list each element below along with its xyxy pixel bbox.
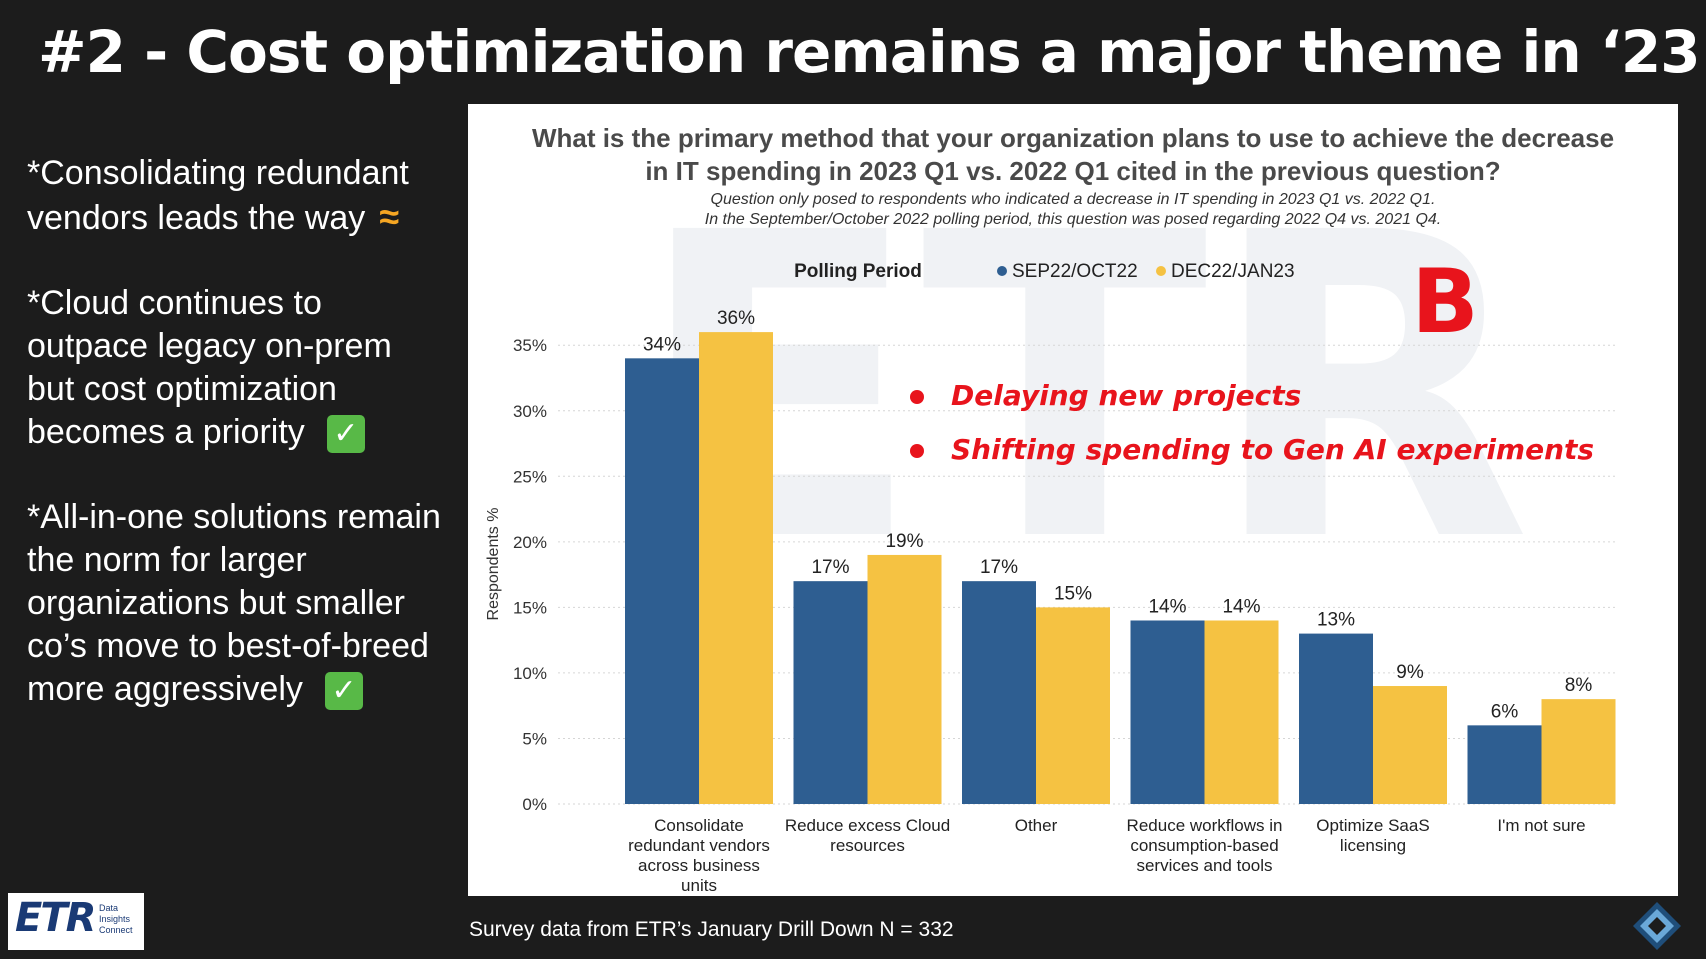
data-label: 15% [1054,583,1092,604]
y-tick-label: 20% [513,533,547,552]
diamond-logo-icon [1633,902,1681,950]
y-tick-label: 30% [513,402,547,421]
bullet-item: *All-in-one solutions remain the norm fo… [27,496,467,711]
data-label: 14% [1222,596,1260,617]
bar [793,581,868,804]
data-label: 6% [1491,701,1519,722]
bullet-list: *Consolidating redundant vendors leads t… [27,152,467,753]
approx-icon: ≈ [379,196,400,237]
category-label: consumption-based [1130,836,1278,855]
category-label: services and tools [1136,856,1272,875]
category-label: licensing [1340,836,1406,855]
bar [1299,633,1373,804]
etr-logo: ETR Data Insights Connect [8,893,144,950]
bullet-text: *Cloud continues to outpace legacy on-pr… [27,284,392,451]
logo-tagline: Data Insights Connect [99,903,133,935]
data-label: 14% [1148,596,1186,617]
data-label: 36% [717,308,755,329]
annotation-bullet-icon [910,444,924,458]
bar [625,358,699,804]
annotation-item: Shifting spending to Gen AI experiments [951,433,1594,466]
data-label: 9% [1396,662,1424,683]
slide-title: #2 - Cost optimization remains a major t… [38,18,1701,86]
data-label: 19% [885,531,923,552]
bullet-text: *Consolidating redundant vendors leads t… [27,154,409,237]
bar [1467,725,1542,804]
survey-footnote: Survey data from ETR’s January Drill Dow… [469,918,954,941]
legend-entry: SEP22/OCT22 [1012,261,1138,282]
data-label: 8% [1565,675,1593,696]
bullet-item: *Cloud continues to outpace legacy on-pr… [27,282,467,454]
data-label: 13% [1317,610,1355,631]
legend-marker [1156,266,1166,276]
category-label: across business [638,856,760,875]
y-tick-label: 15% [513,598,547,617]
watermark: ETR [635,145,1532,634]
check-icon: ✓ [326,415,365,454]
check-icon: ✓ [324,672,363,711]
y-tick-label: 0% [522,795,547,814]
annotation-badge: B [1411,250,1478,353]
category-label: Reduce workflows in [1127,816,1283,835]
category-label: Reduce excess Cloud [785,816,950,835]
bar [1204,620,1279,804]
y-axis-label: Respondents % [485,508,502,621]
chart-panel: ETR What is the primary method that your … [468,104,1678,896]
data-label: 17% [811,557,849,578]
category-label: Optimize SaaS [1316,816,1429,835]
chart-title-line: What is the primary method that your org… [532,123,1614,153]
bar [1130,620,1205,804]
legend-entry: DEC22/JAN23 [1171,261,1295,282]
bullet-text: *All-in-one solutions remain the norm fo… [27,498,441,708]
category-label: redundant vendors [628,836,770,855]
legend-title: Polling Period [794,261,922,282]
y-tick-label: 35% [513,336,547,355]
bar [1036,607,1110,804]
y-tick-label: 25% [513,467,547,486]
bar [1373,686,1447,804]
bar [867,554,942,804]
category-label: units [681,876,717,895]
y-tick-label: 10% [513,664,547,683]
logo-mark: ETR [15,895,96,941]
legend-marker [997,266,1007,276]
bullet-item: *Consolidating redundant vendors leads t… [27,152,467,240]
chart-subtitle: Question only posed to respondents who i… [711,191,1436,208]
annotation-item: Delaying new projects [951,379,1301,412]
category-label: Other [1015,816,1058,835]
category-label: Consolidate [654,816,744,835]
data-label: 34% [643,334,681,355]
y-tick-label: 5% [522,729,547,748]
bar [699,332,773,804]
bar [962,581,1036,804]
chart-subtitle: In the September/October 2022 polling pe… [705,211,1441,228]
category-label: resources [830,836,905,855]
category-label: I'm not sure [1497,816,1585,835]
data-label: 17% [980,557,1018,578]
chart-title-line: in IT spending in 2023 Q1 vs. 2022 Q1 ci… [645,156,1500,186]
annotation-bullet-icon [910,390,924,404]
bar [1541,699,1616,804]
